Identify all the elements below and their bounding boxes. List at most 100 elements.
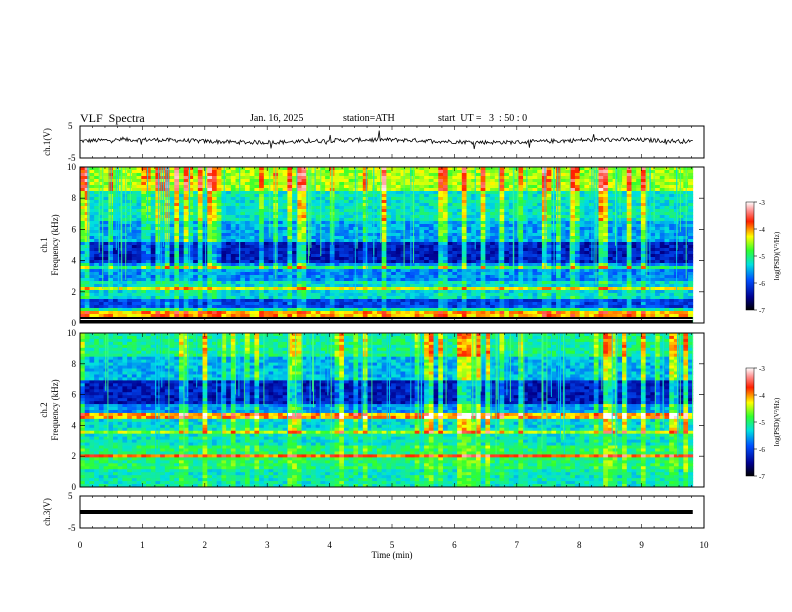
spectrogram-cell (103, 221, 109, 225)
spectrogram-cell (395, 257, 401, 261)
spectrogram-cell (301, 275, 307, 279)
spectrogram-cell (664, 203, 670, 207)
spectrogram-cell (664, 242, 670, 246)
spectrogram-cell (471, 185, 477, 189)
spectrogram-cell (475, 257, 482, 261)
spectrogram-cell (419, 215, 425, 219)
spectrogram-cell (127, 242, 133, 246)
spectrogram-cell (556, 176, 562, 180)
spectrogram-cell (574, 200, 581, 204)
spectrogram-cell (136, 272, 142, 276)
spectrogram-cell (259, 188, 265, 192)
spectrogram-cell (155, 200, 161, 204)
spectrogram-cell (688, 266, 694, 270)
spectrogram-cell (523, 230, 529, 234)
spectrogram-cell (334, 263, 340, 267)
spectrogram-cell (155, 173, 161, 177)
spectrogram-cell (546, 209, 552, 213)
spectrogram-cell (174, 221, 180, 225)
spectrogram-cell (640, 167, 647, 171)
spectrogram-cell (98, 188, 104, 192)
spectrogram-cell (626, 236, 632, 240)
spectrogram-cell (367, 170, 373, 174)
spectrogram-cell (277, 197, 284, 201)
spectrogram-cell (466, 275, 472, 279)
spectrogram-cell (480, 245, 486, 249)
spectrogram-cell (475, 188, 482, 192)
spectrogram-cell (541, 191, 548, 195)
spectrogram-cell (376, 263, 383, 267)
spectrogram-cell (244, 224, 251, 228)
spectrogram-cell (127, 200, 133, 204)
spectrogram-cell (339, 227, 345, 231)
spectrogram-cell (89, 206, 95, 210)
spectrogram-cell (669, 272, 675, 276)
spectrogram-cell (94, 170, 100, 174)
spectrogram-cell (636, 251, 642, 255)
spectrogram-cell (155, 239, 161, 243)
spectrogram-cell (442, 242, 449, 246)
spectrogram-cell (485, 185, 491, 189)
spectrogram-cell (391, 236, 397, 240)
spectrogram-cell (659, 200, 665, 204)
spectrogram-cell (315, 245, 321, 249)
spectrogram-cell (603, 275, 609, 279)
spectrogram-cell (391, 221, 397, 225)
spectrogram-cell (259, 263, 265, 267)
spectrogram-cell (645, 194, 651, 198)
spectrogram-cell (405, 224, 411, 228)
spectrogram-cell (400, 215, 406, 219)
spectrogram-cell (136, 236, 142, 240)
spectrogram-cell (84, 167, 90, 171)
spectrogram-cell (480, 176, 486, 180)
spectrogram-cell (537, 185, 543, 189)
spectrogram-cell (277, 200, 284, 204)
spectrogram-cell (230, 191, 236, 195)
spectrogram-cell (353, 176, 359, 180)
spectrogram-cell (452, 179, 458, 183)
spectrogram-cell (386, 236, 392, 240)
spectrogram-cell (334, 224, 340, 228)
spectrogram-cell (457, 260, 463, 264)
spectrogram-cell (376, 215, 383, 219)
spectrogram-cell (645, 263, 651, 267)
spectrogram-cell (598, 167, 604, 171)
spectrogram-cell (310, 176, 317, 180)
spectrogram-cell (438, 275, 444, 279)
spectrogram-cell (490, 272, 496, 276)
spectrogram-cell (287, 176, 293, 180)
spectrogram-cell (556, 254, 562, 258)
spectrogram-cell (89, 245, 95, 249)
spectrogram-cell (98, 242, 104, 246)
spectrogram-cell (164, 266, 170, 270)
spectrogram-cell (94, 248, 100, 252)
spectrogram-cell (94, 215, 100, 219)
spectrogram-cell (485, 224, 491, 228)
spectrogram-cell (230, 242, 236, 246)
spectrogram-cell (334, 227, 340, 231)
spectrogram-cell (113, 176, 119, 180)
spectrogram-cell (546, 236, 552, 240)
spectrogram-cell (386, 212, 392, 216)
spectrogram-cell (216, 170, 222, 174)
spectrogram-cell (607, 266, 614, 270)
spectrogram-cell (386, 197, 392, 201)
spectrogram-cell (678, 185, 684, 189)
spectrogram-cell (136, 233, 142, 237)
spectrogram-cell (442, 200, 449, 204)
spectrogram-cell (301, 260, 307, 264)
spectrogram-cell (98, 224, 104, 228)
spectrogram-cell (94, 185, 100, 189)
spectrogram-cell (622, 218, 628, 222)
spectrogram-cell (292, 227, 298, 231)
spectrogram-cell (508, 263, 515, 267)
spectrogram-cell (160, 170, 166, 174)
spectrogram-cell (141, 188, 147, 192)
spectrogram-cell (513, 188, 519, 192)
spectrogram-cell (636, 179, 642, 183)
spectrogram-cell (358, 206, 364, 210)
spectrogram-cell (230, 194, 236, 198)
spectrogram-cell (433, 239, 439, 243)
spectrogram-cell (395, 230, 401, 234)
spectrogram-cell (513, 170, 519, 174)
